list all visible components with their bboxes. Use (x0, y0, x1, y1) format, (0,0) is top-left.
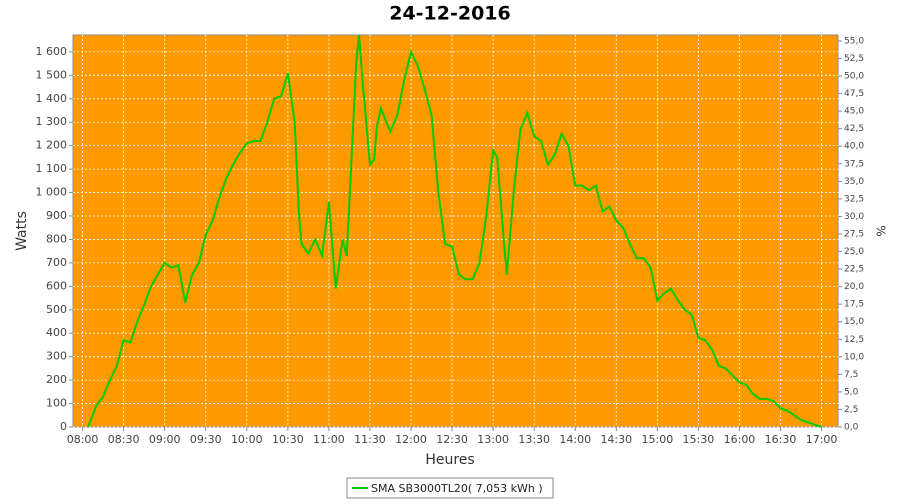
plot-area (72, 34, 839, 428)
y2-tick-label: 12,5 (844, 335, 864, 345)
legend-box (346, 477, 554, 499)
y2-tick-label: 42,5 (844, 124, 864, 134)
y2-tick-label: 45,0 (844, 107, 864, 117)
y2-tick-label: 32,5 (844, 194, 864, 204)
x-tick-label: 12:00 (395, 433, 427, 446)
x-tick-label: 13:00 (477, 433, 509, 446)
x-tick-label: 08:00 (67, 433, 99, 446)
y-tick-label: 1 000 (36, 186, 68, 199)
y2-tick-label: 52,5 (844, 54, 864, 64)
x-tick-label: 14:00 (559, 433, 591, 446)
y-tick-label: 1 100 (36, 162, 68, 175)
x-axis-label: Heures (425, 452, 474, 468)
chart-title: 24-12-2016 (389, 3, 511, 25)
y-tick-label: 500 (46, 303, 67, 316)
y-tick-label: 0 (60, 420, 67, 433)
y-tick-label: 700 (46, 256, 67, 269)
x-tick-label: 12:30 (436, 433, 468, 446)
x-tick-label: 14:30 (600, 433, 632, 446)
y2-tick-label: 30,0 (844, 212, 864, 222)
y-tick-label: 1 500 (36, 68, 68, 81)
x-tick-label: 09:00 (149, 433, 181, 446)
x-tick-label: 16:30 (765, 433, 797, 446)
x-tick-label: 17:00 (806, 433, 838, 446)
y2-axis-label: % (874, 225, 888, 236)
x-tick-label: 16:00 (724, 433, 756, 446)
x-tick-label: 15:00 (642, 433, 674, 446)
y-tick-label: 600 (46, 279, 67, 292)
y2-tick-label: 35,0 (844, 177, 864, 187)
y-tick-label: 1 200 (36, 139, 68, 152)
x-tick-label: 11:30 (354, 433, 386, 446)
y2-tick-label: 5,0 (844, 387, 859, 397)
y2-tick-label: 37,5 (844, 159, 864, 169)
y-tick-label: 1 400 (36, 92, 68, 105)
y2-tick-label: 22,5 (844, 265, 864, 275)
y-axis-label: Watts (14, 211, 30, 251)
y-tick-label: 200 (46, 373, 67, 386)
y2-tick-label: 40,0 (844, 142, 864, 152)
y-tick-label: 800 (46, 232, 67, 245)
y2-tick-label: 17,5 (844, 300, 864, 310)
line-series (87, 35, 822, 428)
legend-label: SMA SB3000TL20( 7,053 kWh ) (371, 482, 543, 495)
y2-tick-label: 27,5 (844, 229, 864, 239)
y-tick-label: 1 300 (36, 115, 68, 128)
y2-tick-label: 55,0 (844, 36, 864, 46)
y2-tick-label: 25,0 (844, 247, 864, 257)
x-tick-label: 10:00 (231, 433, 263, 446)
y2-tick-label: 50,0 (844, 72, 864, 82)
x-tick-label: 10:30 (272, 433, 304, 446)
y-tick-label: 900 (46, 209, 67, 222)
y-tick-label: 300 (46, 350, 67, 363)
y-tick-label: 1 600 (36, 45, 68, 58)
y2-tick-label: 2,5 (844, 405, 858, 415)
y2-tick-label: 10,0 (844, 352, 864, 362)
x-tick-label: 09:30 (190, 433, 222, 446)
y-tick-label: 400 (46, 326, 67, 339)
x-tick-label: 08:30 (108, 433, 140, 446)
y2-tick-label: 15,0 (844, 317, 864, 327)
y2-tick-label: 7,5 (844, 370, 858, 380)
x-tick-label: 13:30 (518, 433, 550, 446)
x-tick-label: 15:30 (683, 433, 715, 446)
y2-tick-label: 20,0 (844, 282, 864, 292)
y2-tick-label: 0,0 (844, 423, 859, 433)
y2-tick-label: 47,5 (844, 89, 864, 99)
x-tick-label: 11:00 (313, 433, 345, 446)
y-tick-label: 100 (46, 397, 67, 410)
